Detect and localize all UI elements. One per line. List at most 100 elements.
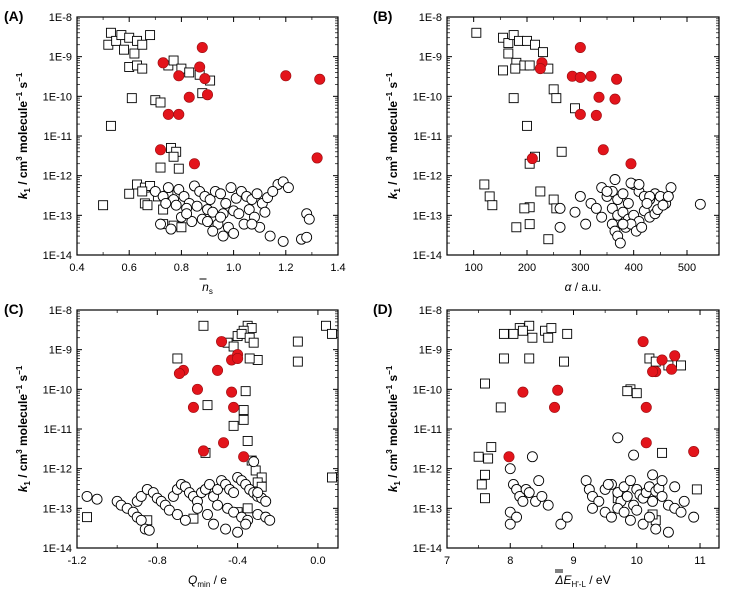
circle-point [606, 511, 617, 523]
square-point [238, 405, 249, 416]
circle-point [259, 206, 271, 218]
circle-point [215, 188, 227, 200]
x-axis-label: ns [202, 280, 213, 296]
circle-point [264, 230, 276, 242]
red-point [194, 61, 206, 73]
red-point [183, 91, 195, 103]
square-point [622, 386, 633, 397]
square-point [292, 356, 303, 367]
circle-point [656, 490, 668, 502]
red-point [574, 71, 586, 83]
y-axis-label: k1 / cm3 molecule−1 s−1 [385, 365, 402, 492]
circle-point [228, 506, 240, 518]
circle-point [637, 518, 649, 530]
circle-point [636, 221, 648, 233]
x-tick-label: 1.0 [226, 262, 241, 274]
data-marks [473, 320, 702, 538]
square-point [631, 388, 642, 399]
circle-point [233, 208, 245, 220]
circle-point [536, 490, 548, 502]
square-point [480, 469, 490, 480]
red-point [526, 153, 538, 165]
red-point [196, 42, 208, 54]
circle-point [624, 514, 636, 526]
circle-point [633, 179, 645, 190]
square-point [98, 200, 109, 211]
circle-point [228, 227, 240, 239]
square-point [480, 378, 490, 389]
circle-point [220, 197, 232, 209]
y-tick-label: 1E-14 [43, 543, 72, 555]
data-marks [81, 320, 337, 538]
square-point [248, 337, 259, 348]
panel-label: (A) [4, 8, 23, 24]
y-tick-label: 1E-13 [413, 210, 442, 222]
circle-point [135, 514, 147, 526]
circle-point [609, 174, 621, 185]
red-point [517, 386, 529, 398]
circle-point [162, 182, 174, 194]
x-axis-label: α / a.u. [565, 280, 602, 294]
red-point [534, 63, 546, 75]
plot-frame [76, 16, 339, 256]
x-tick-label: 0.8 [174, 262, 189, 274]
red-point [173, 70, 185, 82]
red-point [549, 401, 561, 413]
circle-point [662, 190, 674, 202]
circle-point [647, 495, 659, 507]
square-point [548, 84, 559, 95]
circle-point [526, 451, 538, 463]
circle-point [669, 481, 681, 493]
square-point [524, 60, 535, 71]
y-axis-label: k1 / cm3 molecule−1 s−1 [385, 72, 402, 199]
red-point [647, 366, 659, 378]
circle-point [181, 208, 193, 220]
red-point [191, 383, 203, 395]
red-point [574, 42, 586, 54]
red-point [585, 70, 597, 82]
circle-point [675, 506, 687, 518]
square-point [535, 186, 546, 197]
y-tick-label: 1E-14 [43, 250, 72, 262]
red-point [197, 445, 209, 457]
square-point [176, 222, 187, 233]
circle-point [504, 463, 516, 475]
circle-point [248, 456, 260, 468]
y-tick-label: 1E-11 [43, 424, 72, 436]
plot-frame [76, 309, 339, 549]
x-tick-label: 200 [518, 262, 536, 274]
y-tick-label: 1E-11 [413, 424, 442, 436]
circle-point [688, 511, 700, 523]
red-point [162, 108, 174, 120]
square-point [503, 48, 514, 59]
red-point [232, 352, 244, 364]
y-tick-label: 1E-13 [413, 503, 442, 515]
square-point [473, 451, 484, 462]
x-tick-label: 0.4 [69, 262, 84, 274]
square-point [476, 479, 487, 490]
square-point [480, 493, 490, 504]
circle-point [301, 231, 313, 243]
x-tick-label: 11 [694, 555, 705, 567]
data-marks [98, 27, 326, 247]
panel-a: (A) 1E-14 1E-13 1E-12 1E-11 1E-10 1E-9 1E-8 0.4 0… [4, 8, 346, 296]
square-point [657, 447, 668, 458]
square-point [479, 179, 490, 190]
square-point [570, 103, 580, 114]
square-point [524, 320, 535, 331]
circle-point [143, 524, 155, 536]
red-point [590, 109, 602, 121]
y-tick-label: 1E-8 [49, 305, 72, 317]
square-point [559, 356, 569, 367]
square-point [517, 325, 528, 336]
circle-point [252, 487, 264, 498]
square-point [126, 93, 137, 104]
square-point [242, 435, 253, 446]
y-tick-label: 1E-11 [43, 131, 72, 143]
circle-point [220, 523, 232, 535]
square-point [145, 30, 156, 41]
square-point [543, 332, 554, 343]
square-point [327, 472, 337, 483]
circle-point [657, 199, 669, 211]
